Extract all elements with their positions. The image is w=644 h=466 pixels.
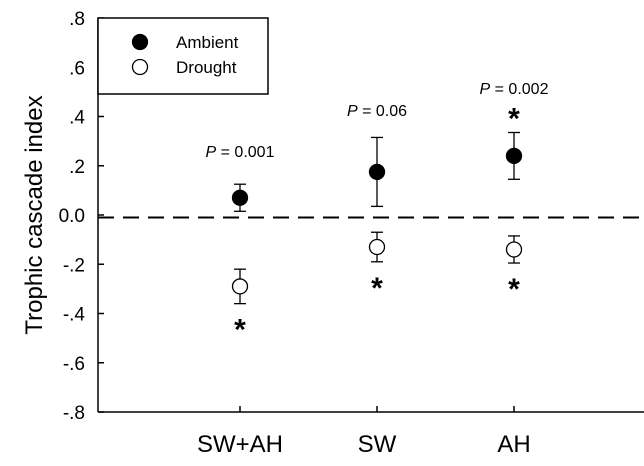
x-categories: SW+AH SW AH bbox=[197, 406, 531, 458]
significance-star: * bbox=[234, 314, 246, 347]
x-category-label: SW bbox=[358, 431, 397, 458]
legend-marker bbox=[131, 33, 149, 51]
significance-star: * bbox=[508, 103, 520, 136]
y-tick-label: -.4 bbox=[63, 305, 86, 326]
legend-items: Ambient Drought bbox=[131, 33, 239, 77]
y-tick-label: .4 bbox=[69, 108, 85, 129]
legend-box bbox=[97, 17, 269, 95]
y-ticks: .8 .6 .4 .2 0.0 -.2 -.4 -.6 -.8 bbox=[59, 9, 104, 424]
ambient-point bbox=[368, 163, 386, 181]
ambient-point bbox=[231, 189, 249, 206]
annotations: P = 0.001 P = 0.06 P = 0.002 * * * * bbox=[206, 81, 549, 347]
ambient-point bbox=[505, 147, 523, 165]
p-value-label: P = 0.002 bbox=[480, 81, 549, 98]
significance-star: * bbox=[371, 272, 383, 305]
y-tick-label: .8 bbox=[69, 9, 85, 30]
p-value-label: P = 0.001 bbox=[206, 144, 275, 161]
legend-label: Ambient bbox=[176, 33, 239, 52]
p-value-label: P = 0.06 bbox=[347, 103, 407, 120]
legend-marker bbox=[131, 58, 149, 76]
legend: Ambient Drought bbox=[97, 17, 269, 95]
y-tick-label: .2 bbox=[69, 157, 85, 178]
y-tick-label: -.8 bbox=[63, 403, 85, 424]
legend-label: Drought bbox=[176, 58, 237, 77]
y-axis-title: Trophic cascade index bbox=[21, 95, 48, 334]
drought-point bbox=[368, 238, 386, 256]
x-category-label: SW+AH bbox=[197, 431, 283, 458]
data-marks bbox=[231, 131, 523, 305]
y-tick-label: -.6 bbox=[63, 354, 85, 375]
y-tick-label: -.2 bbox=[63, 255, 85, 276]
y-tick-label: .6 bbox=[69, 58, 85, 79]
significance-star: * bbox=[508, 273, 520, 306]
y-tick-label: 0.0 bbox=[59, 206, 85, 227]
drought-point bbox=[231, 278, 249, 295]
drought-point bbox=[505, 241, 523, 258]
x-category-label: AH bbox=[497, 431, 530, 458]
